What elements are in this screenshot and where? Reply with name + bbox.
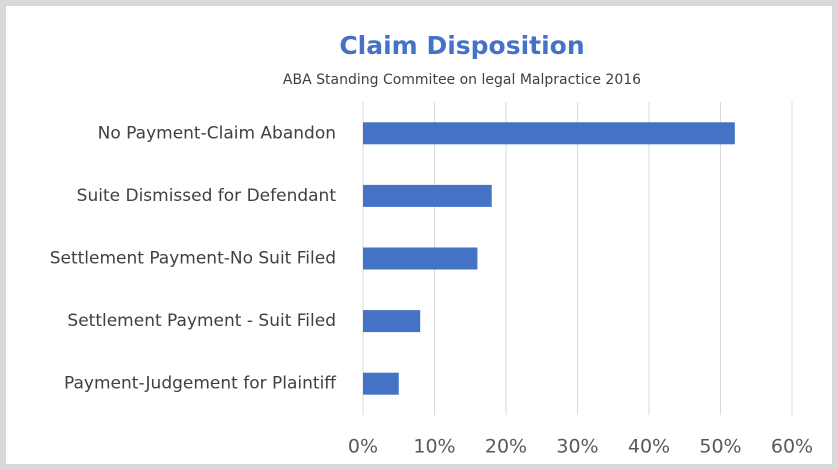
x-tick-label: 20% xyxy=(485,436,527,458)
x-tick-label: 60% xyxy=(771,436,813,458)
x-tick-label: 50% xyxy=(699,436,741,458)
x-tick-label: 10% xyxy=(413,436,455,458)
x-tick-label: 0% xyxy=(348,436,378,458)
x-tick-label: 30% xyxy=(556,436,598,458)
y-tick-label: Suite Dismissed for Defendant xyxy=(77,186,337,206)
bar xyxy=(363,122,735,145)
bar xyxy=(363,372,399,395)
y-tick-label: Settlement Payment-No Suit Filed xyxy=(50,249,336,269)
bar xyxy=(363,310,421,333)
bar xyxy=(363,184,492,207)
bar xyxy=(363,247,478,270)
x-tick-label: 40% xyxy=(628,436,670,458)
chart-subtitle: ABA Standing Commitee on legal Malpracti… xyxy=(283,72,641,88)
y-tick-label: No Payment-Claim Abandon xyxy=(98,123,336,143)
y-tick-label: Settlement Payment - Suit Filed xyxy=(67,311,336,331)
y-tick-label: Payment-Judgement for Plaintiff xyxy=(64,374,337,394)
chart-title: Claim Disposition xyxy=(339,31,584,60)
